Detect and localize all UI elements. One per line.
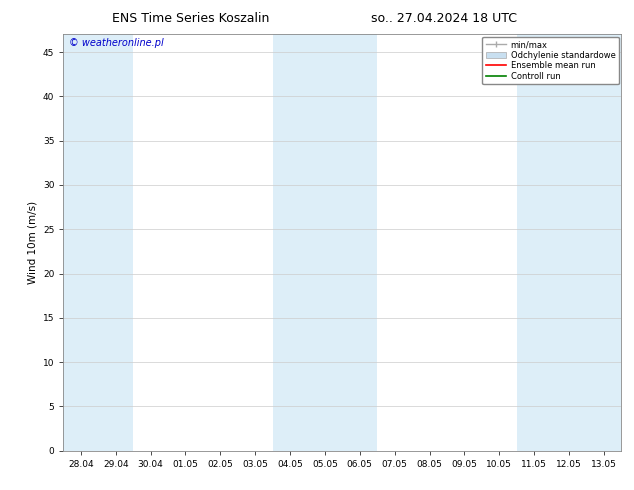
Text: ENS Time Series Koszalin: ENS Time Series Koszalin — [112, 12, 269, 25]
Legend: min/max, Odchylenie standardowe, Ensemble mean run, Controll run: min/max, Odchylenie standardowe, Ensembl… — [482, 37, 619, 84]
Bar — [63, 34, 133, 451]
Text: so.. 27.04.2024 18 UTC: so.. 27.04.2024 18 UTC — [371, 12, 517, 25]
Y-axis label: Wind 10m (m/s): Wind 10m (m/s) — [27, 201, 37, 284]
Bar — [273, 34, 377, 451]
Bar — [517, 34, 621, 451]
Text: © weatheronline.pl: © weatheronline.pl — [69, 38, 164, 49]
